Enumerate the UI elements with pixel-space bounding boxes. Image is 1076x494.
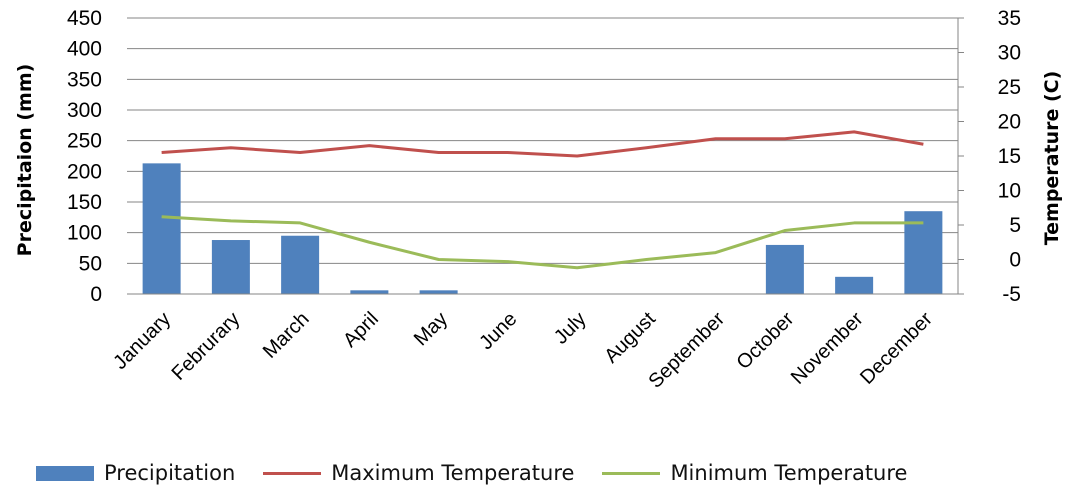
max-temperature-line bbox=[161, 130, 924, 158]
left-tick-label: 350 bbox=[67, 68, 102, 91]
category-label: November bbox=[787, 308, 868, 389]
gridlines bbox=[127, 17, 958, 295]
category-label: August bbox=[600, 308, 660, 368]
left-axis-ticks: 0 50 100 150 200 250 300 350 400 450 bbox=[67, 7, 102, 306]
left-axis-title: Precipitaion (mm) bbox=[14, 64, 36, 257]
legend: Precipitation Maximum Temperature Minimu… bbox=[36, 461, 935, 485]
precipitation-bar bbox=[765, 244, 804, 294]
legend-label-min-temp: Minimum Temperature bbox=[670, 461, 908, 485]
legend-label-max-temp: Maximum Temperature bbox=[331, 461, 575, 485]
precipitation-bar bbox=[419, 290, 458, 294]
right-tick-label: -5 bbox=[1002, 283, 1021, 306]
legend-label-precipitation: Precipitation bbox=[104, 461, 236, 485]
right-axis-title: Temperature (C) bbox=[1041, 71, 1063, 246]
right-tick-label: 15 bbox=[998, 145, 1021, 168]
precipitation-bar bbox=[211, 240, 250, 294]
left-tick-label: 450 bbox=[67, 7, 102, 30]
category-label: March bbox=[259, 308, 314, 363]
right-tick-label: 35 bbox=[998, 7, 1021, 30]
axes bbox=[127, 17, 964, 295]
category-label: July bbox=[550, 308, 591, 349]
precipitation-bar bbox=[281, 235, 320, 294]
right-tick-label: 0 bbox=[1009, 249, 1021, 272]
left-tick-label: 150 bbox=[67, 191, 102, 214]
left-tick-label: 300 bbox=[67, 99, 102, 122]
category-label: June bbox=[475, 308, 521, 354]
category-label: September bbox=[644, 308, 729, 393]
precipitation-bar bbox=[835, 276, 874, 294]
left-tick-label: 200 bbox=[67, 160, 102, 183]
category-label: December bbox=[856, 308, 937, 389]
legend-swatch-min-temp bbox=[602, 471, 661, 475]
right-tick-label: 25 bbox=[998, 76, 1021, 99]
left-tick-label: 250 bbox=[67, 130, 102, 153]
precipitation-bar bbox=[904, 211, 943, 294]
legend-swatch-max-temp bbox=[263, 471, 322, 475]
legend-item-precipitation: Precipitation bbox=[36, 461, 235, 485]
left-tick-label: 100 bbox=[67, 222, 102, 245]
category-label: April bbox=[339, 308, 383, 352]
precipitation-bar bbox=[350, 290, 389, 294]
category-label: May bbox=[410, 308, 452, 350]
right-tick-label: 5 bbox=[1009, 214, 1021, 237]
right-tick-label: 10 bbox=[998, 180, 1021, 203]
right-tick-label: 30 bbox=[998, 42, 1021, 65]
precipitation-bar bbox=[142, 163, 181, 294]
category-label: January bbox=[109, 308, 175, 374]
min-temperature-line bbox=[161, 215, 924, 270]
legend-item-min-temp: Minimum Temperature bbox=[602, 461, 907, 485]
category-label: October bbox=[733, 308, 799, 374]
category-label: Februrary bbox=[168, 308, 245, 385]
precipitation-bars bbox=[142, 163, 943, 294]
right-axis-ticks: -5 0 5 10 15 20 25 30 35 bbox=[998, 7, 1021, 306]
legend-item-max-temp: Maximum Temperature bbox=[263, 461, 574, 485]
left-tick-label: 50 bbox=[79, 252, 102, 275]
left-tick-label: 0 bbox=[90, 283, 102, 306]
legend-swatch-precipitation bbox=[36, 465, 94, 481]
right-tick-label: 20 bbox=[998, 111, 1021, 134]
left-tick-label: 400 bbox=[67, 38, 102, 61]
temperature-lines bbox=[161, 130, 924, 270]
